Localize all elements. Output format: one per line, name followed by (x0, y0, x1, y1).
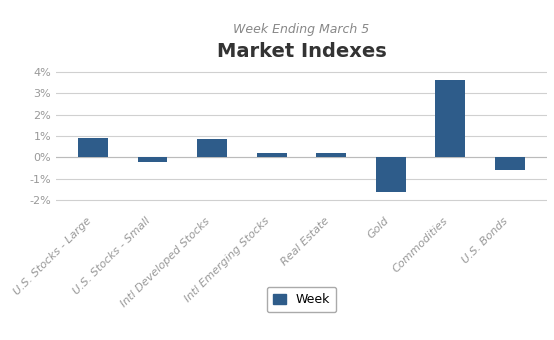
Bar (257, 153, 286, 157)
Bar (78, 138, 108, 157)
Bar (138, 157, 167, 162)
Title: Market Indexes: Market Indexes (217, 42, 386, 61)
Bar (495, 157, 525, 170)
Legend: Week: Week (267, 287, 336, 312)
Bar (376, 157, 406, 191)
Bar (316, 153, 346, 157)
Bar (435, 81, 465, 157)
Text: Week Ending March 5: Week Ending March 5 (233, 23, 370, 36)
Bar (197, 139, 227, 157)
